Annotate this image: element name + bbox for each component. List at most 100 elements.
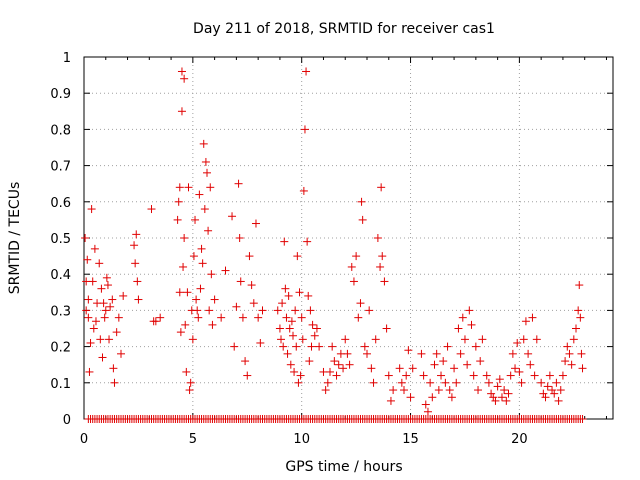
data-point [198, 259, 207, 268]
data-point [367, 364, 376, 373]
data-point [384, 371, 393, 380]
data-point [532, 335, 541, 344]
data-point [482, 371, 491, 380]
data-point [254, 313, 263, 322]
data-point [174, 197, 183, 206]
data-point [543, 382, 552, 391]
data-point [571, 324, 580, 333]
data-point [88, 277, 97, 286]
data-point [558, 371, 567, 380]
data-point [321, 386, 330, 395]
data-point [228, 212, 237, 221]
data-point [537, 378, 546, 387]
data-point [552, 378, 561, 387]
data-point [341, 335, 350, 344]
data-point [365, 306, 374, 315]
data-point [90, 244, 99, 253]
data-point [156, 313, 165, 322]
data-point [308, 320, 317, 329]
data-point [119, 291, 128, 300]
data-point [194, 313, 203, 322]
data-point [109, 364, 118, 373]
data-point [352, 252, 361, 261]
data-point [517, 378, 526, 387]
data-point [408, 364, 417, 373]
data-point [283, 349, 292, 358]
data-point [328, 342, 337, 351]
data-point [576, 313, 585, 322]
data-point [487, 389, 496, 398]
data-point [386, 396, 395, 405]
data-point [484, 378, 493, 387]
data-point [569, 335, 578, 344]
data-point [284, 291, 293, 300]
data-point [380, 277, 389, 286]
data-point [508, 349, 517, 358]
data-point [567, 360, 576, 369]
data-point [200, 205, 209, 214]
data-point [513, 338, 522, 347]
data-point [273, 306, 282, 315]
data-point [469, 371, 478, 380]
data-point [465, 306, 474, 315]
data-point [463, 360, 472, 369]
data-point [195, 190, 204, 199]
data-point [432, 349, 441, 358]
data-point [201, 157, 210, 166]
data-point [87, 205, 96, 214]
data-point [202, 168, 211, 177]
data-point [102, 273, 111, 282]
data-point [563, 342, 572, 351]
data-point [243, 371, 252, 380]
data-point [277, 335, 286, 344]
data-point [296, 371, 305, 380]
data-point [275, 324, 284, 333]
data-point [406, 393, 415, 402]
data-point [478, 335, 487, 344]
y-tick-label: 0.8 [50, 123, 71, 138]
data-point [347, 262, 356, 271]
data-point [134, 295, 143, 304]
data-point [96, 335, 105, 344]
data-point [182, 367, 191, 376]
data-point [456, 349, 465, 358]
data-point [458, 313, 467, 322]
data-point [312, 324, 321, 333]
data-point [554, 396, 563, 405]
data-point [302, 67, 311, 76]
data-point [110, 378, 119, 387]
data-point [443, 342, 452, 351]
data-point [84, 313, 93, 322]
data-point [548, 386, 557, 395]
data-point [349, 277, 358, 286]
data-point [447, 393, 456, 402]
data-point [295, 288, 304, 297]
data-point [256, 338, 265, 347]
data-point [288, 331, 297, 340]
data-points [81, 67, 587, 423]
data-point [371, 335, 380, 344]
data-point [83, 255, 92, 264]
data-point [565, 349, 574, 358]
y-tick-label: 1 [63, 51, 71, 66]
data-point [298, 335, 307, 344]
data-point [294, 378, 303, 387]
y-tick-label: 0.3 [50, 304, 71, 319]
data-point [85, 367, 94, 376]
data-point [185, 386, 194, 395]
data-point [500, 386, 509, 395]
y-tick-label: 0.4 [50, 268, 71, 283]
data-point [421, 400, 430, 409]
data-point [389, 386, 398, 395]
data-point [180, 234, 189, 242]
data-point [343, 349, 352, 358]
data-point [300, 125, 309, 134]
data-point [197, 244, 206, 253]
data-point [192, 295, 201, 304]
data-point [358, 215, 367, 224]
data-point [199, 139, 208, 148]
data-point [502, 396, 511, 405]
data-point [299, 186, 308, 195]
data-point [245, 252, 254, 261]
